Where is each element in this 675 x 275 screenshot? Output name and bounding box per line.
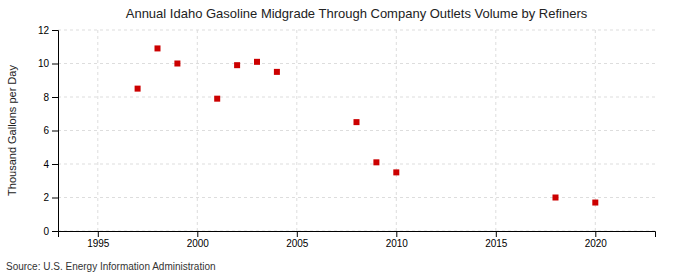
- grid-line-y: [58, 63, 655, 64]
- points: [135, 45, 599, 205]
- x-tick-mark: [297, 231, 298, 237]
- plot-area: 1995 2000 2005 2010 2015 2020 0 2 4 6 8 10 12: [38, 25, 656, 249]
- grid-line-x: [296, 30, 297, 231]
- y-tick-mark: [52, 97, 58, 98]
- y-tick-label: 0: [43, 226, 49, 237]
- y-tick: 4: [43, 159, 58, 170]
- y-tick: 2: [43, 192, 58, 203]
- x-tick: 2015: [485, 231, 508, 249]
- grid-line-y: [58, 130, 655, 131]
- y-tick-mark: [52, 64, 58, 65]
- point: [254, 59, 260, 65]
- grid-line-x: [97, 30, 98, 231]
- x-axis: 1995 2000 2005 2010 2015 2020: [59, 231, 656, 249]
- x-tick-mark: [396, 231, 397, 237]
- y-tick: 0: [43, 226, 58, 237]
- x-tick: 2020: [585, 231, 608, 249]
- y-axis: 0 2 4 6 8 10 12: [38, 25, 59, 237]
- x-tick: 2010: [386, 231, 409, 249]
- y-tick: 6: [43, 125, 58, 136]
- grid-line-y: [58, 197, 655, 198]
- y-tick-mark: [52, 231, 58, 232]
- x-tick-label: 2015: [485, 238, 508, 249]
- point: [354, 119, 360, 125]
- point: [155, 45, 161, 51]
- point: [373, 159, 379, 165]
- y-tick: 8: [43, 92, 58, 103]
- point: [393, 169, 399, 175]
- x-tick: 2000: [187, 231, 210, 249]
- grid-line-y: [58, 164, 655, 165]
- y-tick-label: 4: [43, 159, 49, 170]
- y-tick-mark: [52, 198, 58, 199]
- point: [214, 96, 220, 102]
- chart: 1995 2000 2005 2010 2015 2020 0 2 4 6 8 10 12 Annual …: [0, 0, 675, 275]
- point: [174, 61, 180, 67]
- y-tick-mark: [52, 164, 58, 165]
- point: [135, 86, 141, 92]
- y-tick-mark: [52, 131, 58, 132]
- y-tick-mark: [52, 30, 58, 31]
- source-note: Source: U.S. Energy Information Administ…: [6, 261, 216, 272]
- y-tick: 12: [38, 25, 58, 36]
- x-axis-line: [59, 232, 656, 238]
- x-tick-mark: [595, 231, 596, 237]
- point: [592, 200, 598, 206]
- y-axis-title: Thousand Gallons per Day: [6, 65, 18, 196]
- x-tick-label: 2010: [386, 238, 409, 249]
- y-tick-label: 6: [43, 125, 49, 136]
- y-tick: 10: [38, 58, 58, 69]
- x-tick-mark: [496, 231, 497, 237]
- point: [274, 69, 280, 75]
- x-tick: 2005: [286, 231, 309, 249]
- grid-line-y: [58, 30, 655, 31]
- title: Annual Idaho Gasoline Midgrade Through C…: [126, 6, 588, 21]
- y-tick-label: 2: [43, 192, 49, 203]
- x-tick: 1995: [87, 231, 110, 249]
- y-tick-label: 8: [43, 92, 49, 103]
- x-tick-mark: [98, 231, 99, 237]
- grid: [58, 30, 655, 231]
- y-tick-label: 12: [38, 25, 50, 36]
- x-tick-label: 2020: [585, 238, 608, 249]
- x-tick-label: 2005: [286, 238, 309, 249]
- x-tick-label: 2000: [187, 238, 210, 249]
- y-tick-label: 10: [38, 58, 50, 69]
- y-axis-line: [52, 31, 59, 232]
- x-tick-label: 1995: [87, 238, 110, 249]
- point: [234, 62, 240, 68]
- grid-line-y: [58, 97, 655, 98]
- x-tick-mark: [197, 231, 198, 237]
- point: [553, 195, 559, 201]
